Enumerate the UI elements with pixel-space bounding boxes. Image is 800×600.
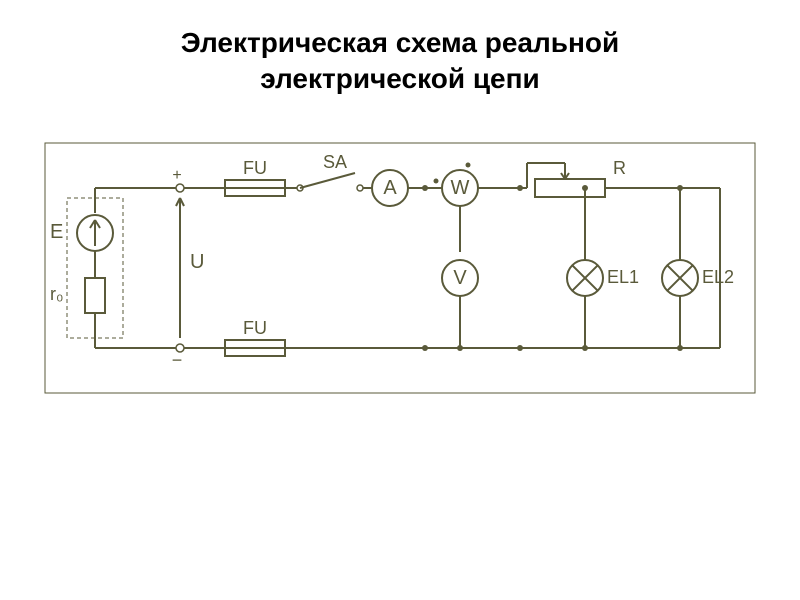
svg-text:SA: SA <box>323 152 347 172</box>
svg-text:FU: FU <box>243 318 267 338</box>
title-line-1: Электрическая схема реальной <box>0 25 800 61</box>
svg-text:EL1: EL1 <box>607 267 639 287</box>
svg-text:FU: FU <box>243 158 267 178</box>
svg-text:+: + <box>172 167 181 184</box>
title-line-2: электрической цепи <box>0 61 800 97</box>
circuit-diagram: Er₀ + FU SA A W R − FU U V EL1 EL2 <box>40 138 760 398</box>
svg-text:EL2: EL2 <box>702 267 734 287</box>
svg-text:W: W <box>451 177 470 199</box>
svg-text:R: R <box>613 158 626 178</box>
svg-text:A: A <box>383 177 397 199</box>
svg-text:V: V <box>453 267 467 289</box>
svg-text:r₀: r₀ <box>50 284 63 304</box>
svg-text:U: U <box>190 251 204 273</box>
svg-text:E: E <box>50 221 63 243</box>
svg-text:−: − <box>172 350 183 370</box>
